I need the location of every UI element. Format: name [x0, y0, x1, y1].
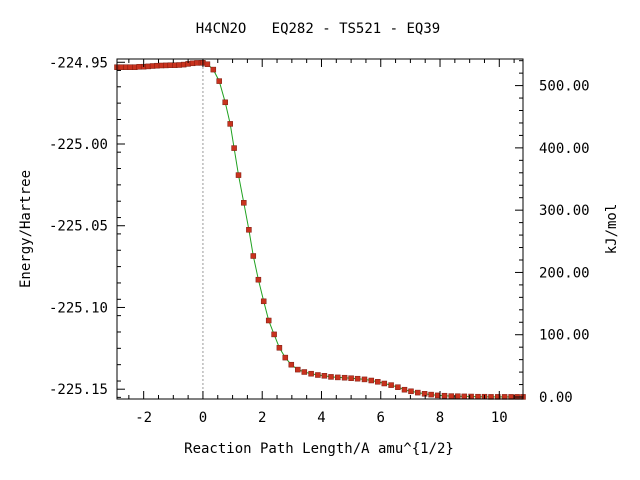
data-point	[354, 375, 361, 382]
y-tick-label: -224.95	[49, 55, 108, 71]
y2-tick-label: 100.00	[539, 328, 590, 344]
data-point	[475, 393, 481, 400]
data-point	[235, 172, 242, 178]
data-point	[448, 393, 455, 399]
data-point	[408, 388, 414, 395]
data-point	[255, 276, 262, 283]
x-axis-label: Reaction Path Length/A amu^{1/2}	[184, 441, 454, 457]
series-line	[117, 62, 523, 398]
data-point	[434, 392, 441, 399]
chart-title: H4CN2O EQ282 - TS521 - EQ39	[196, 21, 440, 37]
x-tick-label: 8	[436, 410, 444, 426]
data-point	[461, 393, 468, 400]
data-point	[227, 121, 233, 127]
data-point	[271, 331, 277, 338]
y2-tick-label: 300.00	[539, 203, 590, 219]
x-tick-label: 4	[317, 410, 325, 426]
data-point	[301, 369, 308, 375]
data-point	[295, 366, 301, 373]
data-point	[222, 99, 228, 106]
data-point	[368, 377, 375, 384]
data-point	[241, 200, 247, 206]
x-tick-label: 6	[377, 410, 385, 426]
data-point	[315, 372, 321, 378]
y-axis-label: Energy/Hartree	[18, 170, 34, 288]
data-point	[210, 66, 217, 73]
data-point	[421, 391, 428, 397]
data-point	[276, 345, 283, 351]
data-point	[216, 78, 222, 84]
data-point	[282, 354, 289, 361]
data-point	[341, 374, 348, 381]
data-point	[395, 384, 401, 390]
data-point	[335, 374, 341, 381]
x-tick-label: 10	[491, 410, 508, 426]
x-tick-label: 2	[258, 410, 266, 426]
data-point	[321, 373, 328, 379]
data-point	[308, 370, 314, 377]
y2-tick-label: 400.00	[539, 141, 590, 157]
x-tick-label: 0	[199, 410, 207, 426]
data-point	[246, 227, 252, 233]
y2-axis-label: kJ/mol	[604, 204, 620, 255]
y-tick-label: -225.00	[49, 137, 108, 153]
y-tick-label: -225.05	[49, 219, 108, 235]
axes: -2 0 2 4 6 8 10 -225.15 -225.10 -225.05 -225.00 -22…	[49, 55, 590, 426]
data-point	[455, 393, 461, 399]
data-point	[204, 61, 211, 67]
data-point	[401, 386, 408, 393]
data-point	[415, 389, 421, 396]
data-point	[250, 253, 257, 259]
data-point	[348, 375, 354, 381]
data-point	[288, 361, 295, 368]
data-point	[260, 298, 267, 305]
data-point	[388, 382, 394, 388]
y-tick-label: -225.10	[49, 300, 108, 316]
x-tick-label: -2	[135, 410, 152, 426]
data-point	[375, 379, 381, 385]
data-point	[428, 391, 434, 398]
data-point	[381, 380, 388, 387]
data-point	[441, 392, 448, 399]
data-point	[361, 376, 368, 383]
y2-tick-label: 0.00	[539, 390, 573, 406]
y2-tick-label: 500.00	[539, 79, 590, 95]
plot-frame	[116, 58, 524, 400]
data-point	[231, 145, 237, 151]
data-point	[328, 374, 334, 380]
data-point	[265, 317, 272, 324]
y2-tick-label: 200.00	[539, 265, 590, 281]
y-tick-label: -225.15	[49, 382, 108, 398]
plot-area	[114, 59, 526, 400]
